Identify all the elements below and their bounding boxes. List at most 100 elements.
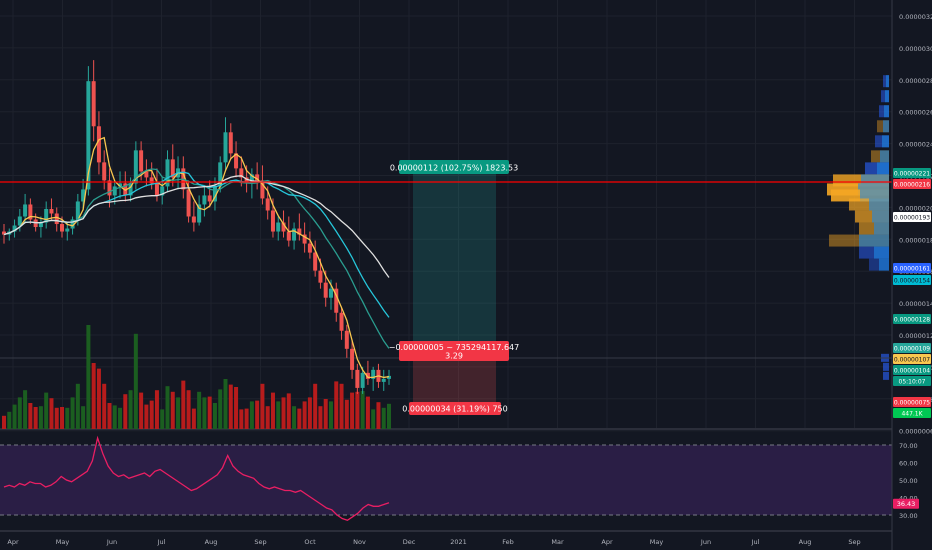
time-tick-label: Oct <box>304 538 316 546</box>
price-tick-label: 0.00000280 <box>899 77 932 85</box>
volume-bar <box>118 407 123 429</box>
long-position-tool[interactable] <box>0 172 892 402</box>
time-axis[interactable]: Apr May Jun Jul Aug Sep Oct Nov Dec 2021 Feb Mar Apr… <box>7 538 860 546</box>
candle-body <box>75 201 80 220</box>
volume-bar <box>49 398 54 429</box>
candle-body <box>302 234 307 244</box>
volume-bar <box>244 408 249 429</box>
volume-bar <box>96 368 101 429</box>
target-label-box <box>399 160 509 174</box>
candle-body <box>334 288 339 313</box>
candle-body <box>328 288 333 298</box>
candle-body <box>144 171 149 178</box>
volume-bar <box>323 399 328 429</box>
price-badge <box>893 397 931 407</box>
volume-bar <box>355 391 360 429</box>
price-badge <box>893 408 931 418</box>
price-tick-label: 0.00000260 <box>899 109 932 117</box>
volume-bar <box>12 404 17 429</box>
rsi-tick-label: 60.00 <box>899 460 918 468</box>
price-badge-label: 447.1K <box>901 411 923 418</box>
candle-body <box>260 180 265 199</box>
candle-body <box>23 204 28 217</box>
volume-profile-bar <box>879 258 889 271</box>
volume-bar <box>223 379 228 429</box>
rsi-tick-label: 30.00 <box>899 512 918 520</box>
volume-profile <box>827 75 889 380</box>
volume-bar <box>65 407 70 429</box>
candle-body <box>371 369 376 379</box>
candle-body <box>350 348 355 370</box>
volume-bar <box>33 407 38 429</box>
volume-bar <box>86 325 91 429</box>
volume-bar <box>344 399 349 429</box>
price-badge-label: 0.00000193 <box>894 215 930 222</box>
volume-bar <box>297 408 302 429</box>
volume-profile-bar <box>877 162 889 175</box>
candle-body <box>249 174 254 184</box>
candle-body <box>165 159 170 187</box>
candle-body <box>154 183 159 196</box>
volume-bar <box>128 390 133 429</box>
volume-profile-bar <box>869 198 889 211</box>
volume-bar <box>186 390 191 429</box>
volume-bar <box>28 403 33 429</box>
price-badge <box>893 354 931 364</box>
candle-body <box>81 189 86 202</box>
time-tick-label: Feb <box>502 538 514 546</box>
volume-profile-bar <box>883 362 889 371</box>
volume-bar <box>144 404 149 429</box>
volume-bar <box>70 397 75 429</box>
time-tick-label: Aug <box>799 538 812 546</box>
volume-bar <box>202 397 207 429</box>
volume-bar <box>154 390 159 429</box>
volume-bar <box>286 393 291 429</box>
rsi-tick-label: 50.00 <box>899 477 918 485</box>
volume-bar <box>270 392 275 429</box>
volume-bar <box>91 363 96 429</box>
center-label-box <box>399 341 509 361</box>
volume-bar <box>339 383 344 429</box>
price-tick-label: 0.00000200 <box>899 204 932 212</box>
volume-bar <box>133 333 138 429</box>
time-tick-label: Apr <box>7 538 19 546</box>
volume-bar <box>75 383 80 429</box>
volume-profile-bar <box>886 75 889 88</box>
price-tick-label: 0.00000180 <box>899 236 932 244</box>
volume-bar <box>328 401 333 429</box>
ma-yellow-line <box>3 136 390 379</box>
candle-body <box>223 132 228 163</box>
ma-white-line <box>3 175 390 278</box>
volume-bar <box>228 384 233 429</box>
volume-bar <box>7 411 12 429</box>
volume-profile-bar <box>883 120 889 133</box>
volume-bar <box>292 406 297 429</box>
price-axis[interactable]: 0.00000320 0.00000300 0.00000280 0.00000260… <box>891 0 932 550</box>
candle-body <box>102 162 107 181</box>
volume-bar <box>81 406 86 429</box>
candle-body <box>49 208 54 214</box>
volume-bar <box>260 383 265 429</box>
price-tick-label: 0.00000140 <box>899 300 932 308</box>
rsi-tick-label: 70.00 <box>899 442 918 450</box>
candle-body <box>276 222 281 232</box>
price-badge <box>893 376 931 386</box>
time-tick-label: May <box>650 538 664 546</box>
candle-body <box>218 162 223 187</box>
candle-body <box>265 198 270 211</box>
rsi-line <box>3 435 390 522</box>
candle-body <box>323 282 328 298</box>
volume-bar <box>249 401 254 429</box>
candle-body <box>2 231 6 235</box>
candle-body <box>160 186 165 196</box>
volume-bar <box>54 407 59 429</box>
time-tick-label: May <box>56 538 70 546</box>
volume-bar <box>107 403 112 429</box>
rsi-pane <box>0 435 892 522</box>
candle-body <box>344 330 349 349</box>
price-badge <box>893 365 931 375</box>
candle-body <box>186 189 191 217</box>
candle-body <box>38 222 43 228</box>
candle-body <box>381 378 386 382</box>
